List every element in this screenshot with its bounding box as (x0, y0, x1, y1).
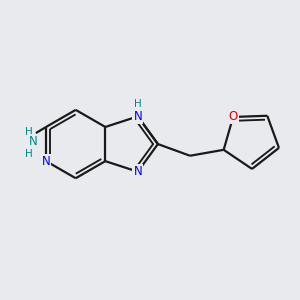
Text: H: H (26, 148, 33, 158)
Text: N: N (42, 154, 50, 168)
Text: H: H (26, 127, 33, 136)
Text: N: N (134, 110, 142, 123)
Text: O: O (229, 110, 238, 124)
Text: H: H (134, 99, 142, 109)
Text: N: N (28, 135, 37, 148)
Text: N: N (134, 165, 142, 178)
